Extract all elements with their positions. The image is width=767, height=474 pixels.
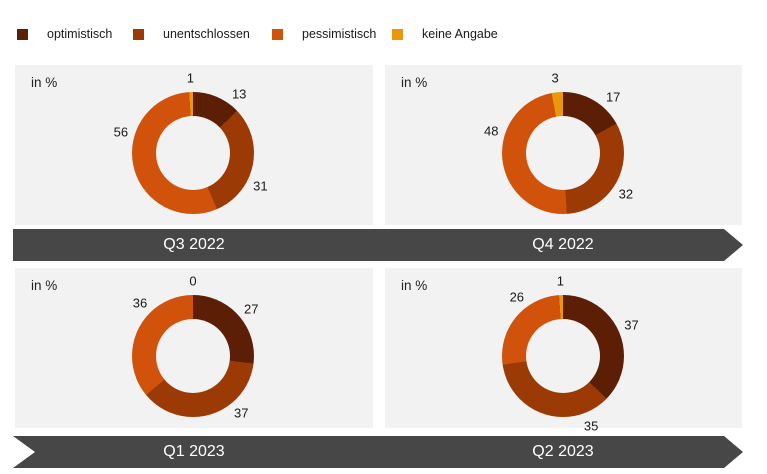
- slice-value-label: 1: [556, 273, 564, 289]
- slice-value-label: 3: [551, 70, 559, 86]
- donut-chart-q2-2023: [502, 295, 624, 417]
- legend-swatch-optimistisch-icon: [17, 28, 28, 40]
- unit-label: in %: [401, 278, 428, 293]
- slice-value-label: 48: [484, 123, 499, 139]
- legend-label: pessimistisch: [302, 27, 377, 41]
- chart-panel-q1-2023: in % 27 37 36 0: [15, 268, 373, 428]
- legend-swatch-unentschlossen-icon: [133, 28, 144, 40]
- chart-panel-q2-2023: in % 37 35 26 1: [385, 268, 742, 433]
- donut-chart-q3-2022: [132, 92, 254, 214]
- slice-value-label: 32: [618, 186, 634, 202]
- unit-label: in %: [31, 278, 58, 293]
- legend-swatch-pessimistisch-icon: [272, 28, 283, 40]
- legend-label: unentschlossen: [163, 27, 250, 41]
- slice-value-label: 36: [132, 295, 148, 311]
- slice-value-label: 26: [509, 289, 525, 305]
- legend-item-unentschlossen: unentschlossen: [133, 27, 250, 41]
- legend-swatch-keine-angabe-icon: [392, 28, 403, 40]
- unit-label: in %: [31, 75, 58, 90]
- slice-value-label: 35: [583, 418, 599, 434]
- slice-value-label: 37: [233, 405, 249, 421]
- slice-value-label: 37: [624, 317, 639, 333]
- slice-value-label: 31: [253, 178, 268, 194]
- timeline-arrow-2022: Q3 2022 Q4 2022: [13, 229, 743, 261]
- slice-value-label: 17: [605, 89, 621, 105]
- legend-label: optimistisch: [47, 27, 113, 41]
- timeline-label-q1-2023: Q1 2023: [163, 443, 225, 460]
- slice-value-label: 56: [113, 124, 129, 140]
- donut-chart-q4-2022: [502, 92, 624, 214]
- slice-value-label: 27: [244, 301, 259, 317]
- legend-label: keine Angabe: [422, 27, 498, 41]
- timeline-arrow-2023: Q1 2023 Q2 2023: [13, 436, 743, 468]
- unit-label: in %: [401, 75, 428, 90]
- chart-panel-q3-2022: in % 13 31 56 1: [15, 65, 373, 225]
- slice-value-label: 1: [186, 70, 194, 86]
- donut-chart-q1-2023: [132, 295, 254, 417]
- slice-value-label: 0: [189, 273, 197, 289]
- legend-item-keine-angabe: keine Angabe: [392, 27, 498, 41]
- timeline-label-q4-2022: Q4 2022: [532, 236, 594, 253]
- legend-item-pessimistisch: pessimistisch: [272, 27, 376, 41]
- chart-panel-q4-2022: in % 17 32 48 3: [385, 65, 742, 225]
- legend-item-optimistisch: optimistisch: [17, 27, 112, 41]
- timeline-label-q2-2023: Q2 2023: [532, 443, 594, 460]
- timeline-label-q3-2022: Q3 2022: [163, 236, 225, 253]
- slice-value-label: 13: [231, 86, 247, 102]
